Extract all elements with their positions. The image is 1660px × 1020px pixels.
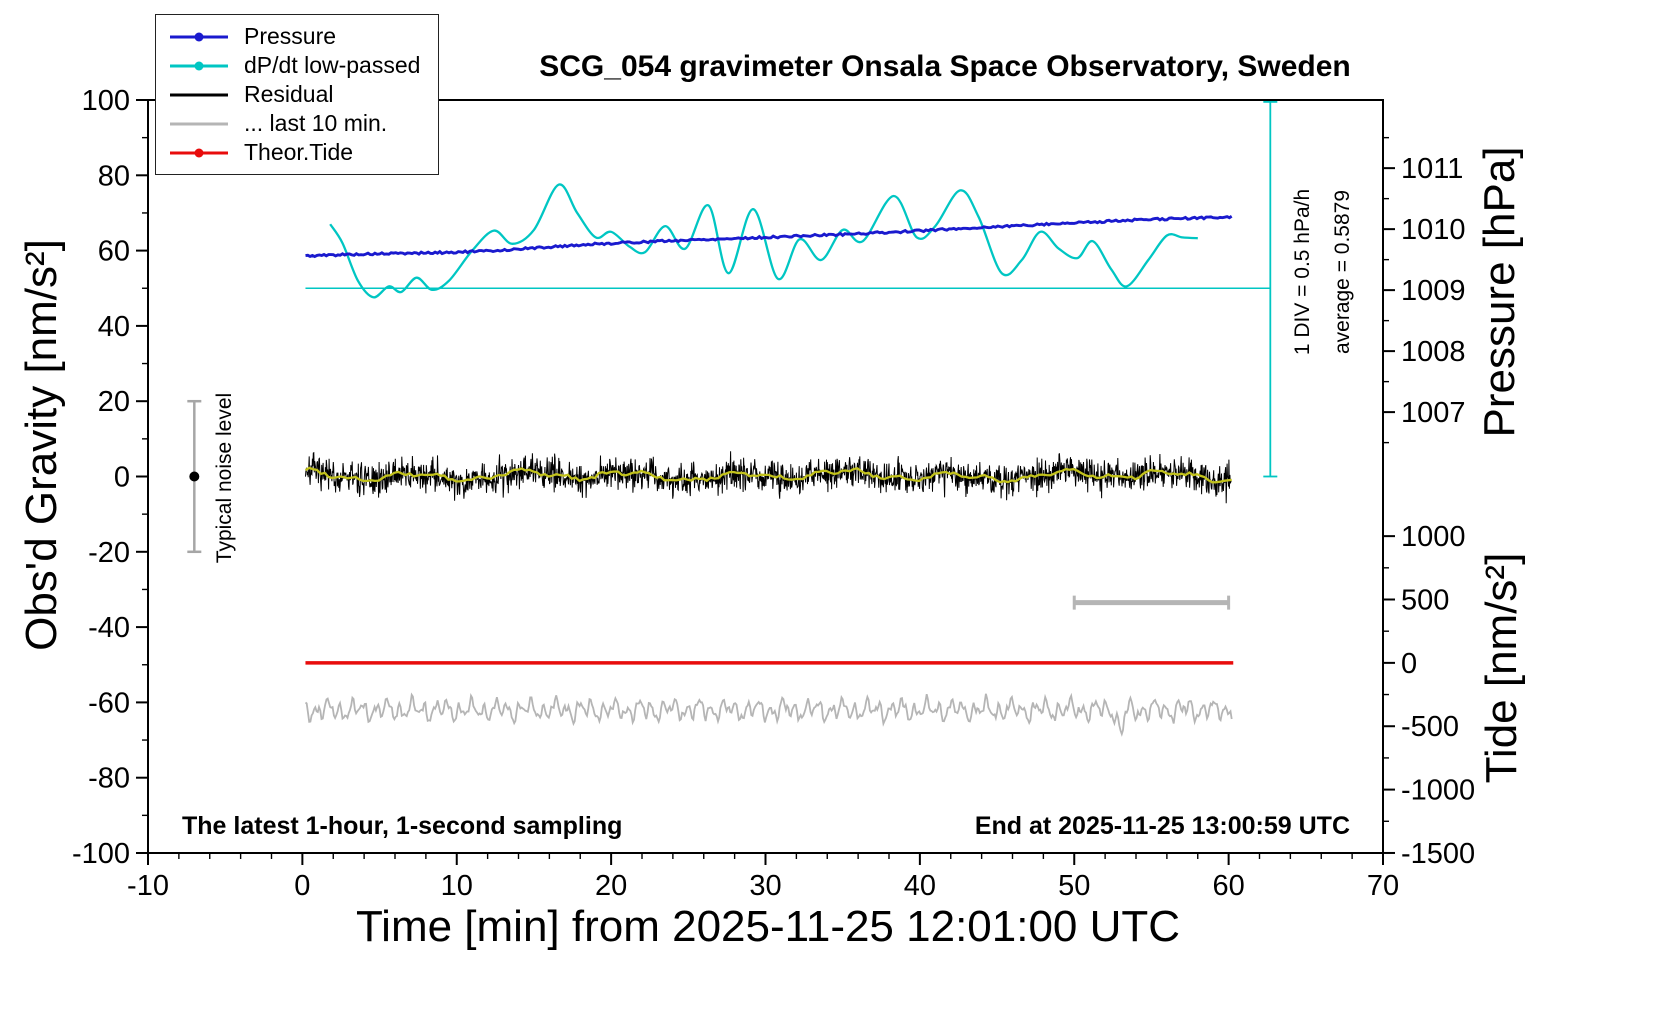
y-axis-label-pressure: Pressure [hPa] [1475,146,1524,438]
pressure-series [305,215,1233,259]
legend-label: ... last 10 min. [244,110,388,136]
legend-item: dP/dt low-passed [170,52,421,78]
y-axis-label-gravity: Obs'd Gravity [nm/s²] [17,239,66,651]
legend-swatch-pressure [170,32,228,42]
legend-swatch-dp-dt-low-passed [170,61,228,71]
tide-tick-label: -1000 [1401,775,1475,807]
x-tick-label: 50 [1058,870,1090,902]
pressure-tick-label: 1010 [1401,214,1466,246]
y-axis-label-tide: Tide [nm/s²] [1477,552,1526,784]
y-tick-label: -40 [88,612,130,644]
legend-label: Residual [244,81,334,107]
y-tick-label: 20 [98,386,130,418]
residual-smoothed-series [304,466,1232,484]
tide-tick-label: -1500 [1401,838,1475,870]
x-tick-label: 40 [904,870,936,902]
y-tick-label: 0 [114,462,130,494]
chart-legend: Pressure dP/dt low-passed Residual ... last… [155,14,440,175]
x-axis-label: Time [min] from 2025-11-25 12:01:00 UTC [355,902,1181,951]
tide-tick-label: 1000 [1401,521,1466,553]
x-tick-label: 30 [749,870,781,902]
pressure-tick-label: 1007 [1401,397,1466,429]
y-tick-label: 40 [98,311,130,343]
div-scale-label: 1 DIV = 0.5 hPa/h [1291,188,1314,356]
x-tick-label: 70 [1367,870,1399,902]
y-tick-label: 100 [82,85,130,117]
y-tick-label: -80 [88,763,130,795]
legend-item: ... last 10 min. [170,110,420,136]
y-tick-label: -20 [88,537,130,569]
legend-label: Theor.Tide [244,139,354,165]
x-tick-label: 10 [441,870,473,902]
legend-item: Residual [170,81,420,107]
pressure-tick-label: 1008 [1401,336,1466,368]
pressure-tick-label: 1009 [1401,275,1466,307]
x-tick-label: 0 [294,870,310,902]
dpdt-series [329,183,1198,299]
page-title: SCG_054 gravimeter Onsala Space Observat… [539,50,1351,83]
end-time-note: End at 2025-11-25 13:00:59 UTC [974,812,1350,840]
legend-item: Theor.Tide [170,139,420,165]
noise-level-label: Typical noise level [213,392,236,564]
sampling-note: The latest 1-hour, 1-second sampling [182,812,623,840]
legend-swatch--last-10-min- [170,119,228,129]
last10min-series [304,692,1233,737]
tide-tick-label: 500 [1401,585,1449,617]
y-tick-label: -60 [88,687,130,719]
y-tick-label: -100 [72,838,130,870]
legend-label: Pressure [244,23,337,49]
x-tick-label: 60 [1212,870,1244,902]
legend-swatch-residual [170,90,228,100]
legend-item: Pressure [170,23,420,49]
residual-series [305,451,1232,504]
x-tick-label: 20 [595,870,627,902]
y-tick-label: 80 [98,160,130,192]
legend-label: dP/dt low-passed [244,52,421,78]
legend-swatch-theor-tide [170,148,228,158]
tide-tick-label: 0 [1401,648,1417,680]
pressure-tick-label: 1011 [1401,153,1463,185]
tide-tick-label: -500 [1401,711,1459,743]
average-label: average = 0.5879 [1331,189,1354,355]
y-tick-label: 60 [98,236,130,268]
x-tick-label: -10 [127,870,169,902]
noise-errorbar-dot [189,471,200,482]
